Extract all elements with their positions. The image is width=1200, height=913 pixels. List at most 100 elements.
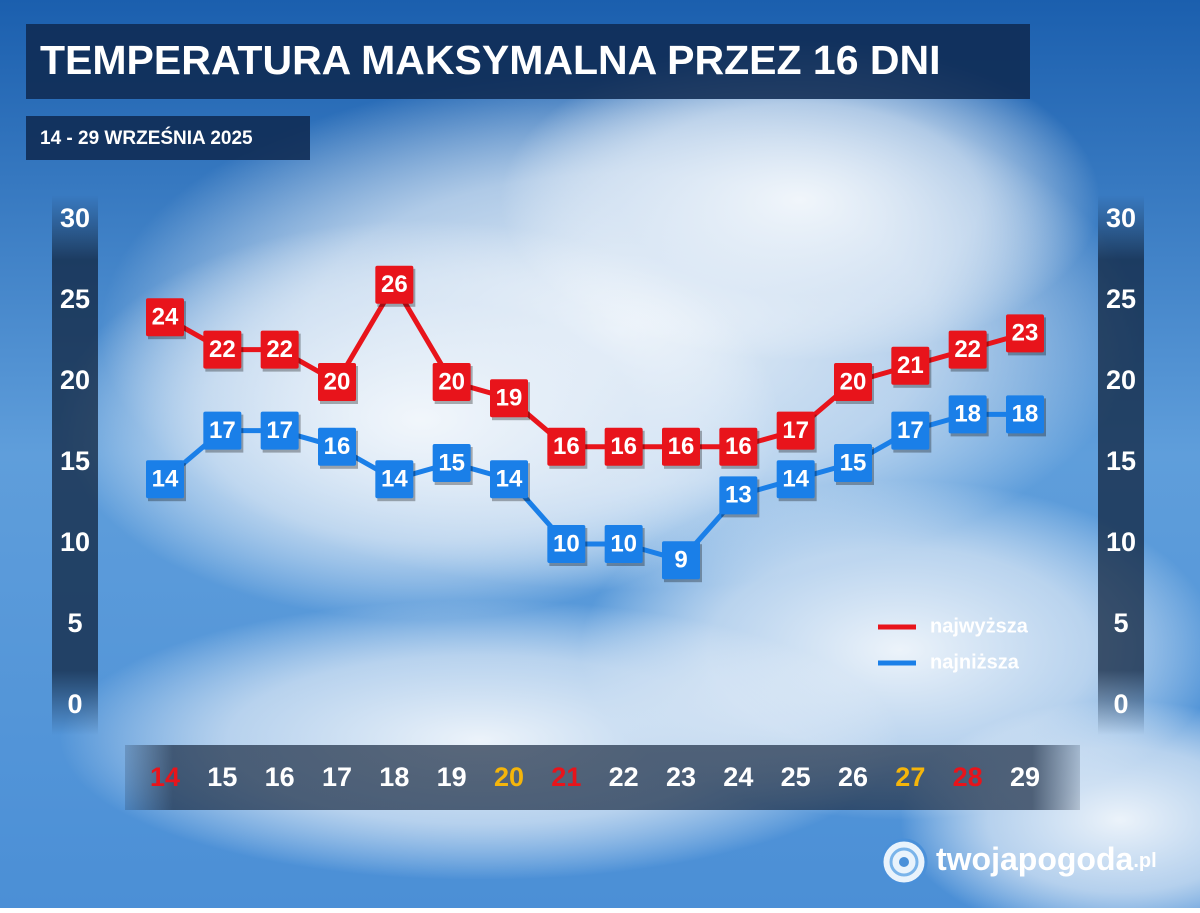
series-line <box>163 282 1026 450</box>
x-tick-label: 27 <box>895 762 925 792</box>
point-box <box>260 330 299 369</box>
y-tick-label: 25 <box>60 284 90 314</box>
point-box <box>719 427 758 466</box>
data-label: 16 <box>668 433 695 460</box>
data-label: 22 <box>209 336 236 363</box>
data-label: 14 <box>496 466 523 493</box>
point-box <box>375 460 414 499</box>
point-box <box>662 427 700 466</box>
y-tick-label: 15 <box>60 446 90 476</box>
brand-suffix: .pl <box>1133 850 1156 872</box>
data-label: 16 <box>610 433 637 460</box>
data-label: 20 <box>324 368 351 395</box>
data-label: 14 <box>381 466 408 493</box>
data-label: 20 <box>840 368 867 395</box>
y2-tick-label: 0 <box>1113 689 1128 719</box>
point-box <box>948 330 987 369</box>
data-label: 23 <box>1012 320 1039 347</box>
chart-subtitle: 14 - 29 WRZEŚNIA 2025 <box>40 127 253 149</box>
point-box <box>719 476 758 515</box>
point-box <box>604 427 643 466</box>
data-label: 18 <box>954 401 981 428</box>
y-axis-strip <box>52 195 98 735</box>
x-tick-label: 15 <box>207 762 237 792</box>
x-tick-label: 26 <box>838 762 868 792</box>
data-label: 13 <box>725 482 752 509</box>
y2-tick-label: 25 <box>1106 284 1136 314</box>
y2-axis-strip <box>1098 195 1144 735</box>
point-box <box>146 298 184 337</box>
title-box <box>26 24 1030 99</box>
data-label: 15 <box>438 449 465 476</box>
data-label: 26 <box>381 271 408 298</box>
point-box <box>318 427 356 466</box>
point-box <box>1006 395 1044 434</box>
data-label: 19 <box>496 385 523 412</box>
x-tick-label: 29 <box>1010 762 1040 792</box>
x-axis-band <box>125 745 1080 810</box>
point-box <box>662 541 700 580</box>
x-tick-label: 28 <box>953 762 983 792</box>
y-tick-label: 10 <box>60 527 90 557</box>
point-box <box>604 525 643 563</box>
legend-label: najwyższa <box>930 615 1029 637</box>
data-label: 14 <box>782 466 809 493</box>
brand: twojapogoda.pl <box>880 838 1157 886</box>
data-label: 17 <box>209 417 236 444</box>
x-tick-label: 17 <box>322 762 352 792</box>
data-label: 15 <box>840 449 867 476</box>
point-box <box>432 444 471 482</box>
point-box <box>203 330 242 369</box>
point-box <box>834 444 872 482</box>
y2-tick-label: 10 <box>1106 527 1136 557</box>
data-label: 14 <box>152 466 179 493</box>
data-label: 16 <box>553 433 580 460</box>
data-label: 16 <box>725 433 752 460</box>
series-line <box>163 411 1025 563</box>
y2-tick-label: 30 <box>1106 203 1136 233</box>
data-label: 17 <box>782 417 809 444</box>
point-box <box>547 427 586 466</box>
data-label: 10 <box>553 530 580 557</box>
point-box <box>375 265 414 304</box>
data-label: 21 <box>897 352 924 379</box>
subtitle-box <box>26 116 310 160</box>
point-box <box>260 411 299 450</box>
brand-name-main: twojapogoda <box>936 841 1134 877</box>
x-tick-label: 19 <box>437 762 467 792</box>
data-label: 20 <box>438 368 465 395</box>
y-tick-label: 20 <box>60 365 90 395</box>
data-label: 10 <box>610 530 637 557</box>
point-box <box>490 379 528 418</box>
data-label: 22 <box>954 336 981 363</box>
brand-name: twojapogoda.pl <box>936 841 1157 877</box>
y2-tick-label: 5 <box>1113 608 1128 638</box>
y2-tick-label: 20 <box>1106 365 1136 395</box>
point-box <box>146 460 184 499</box>
x-tick-label: 16 <box>265 762 295 792</box>
point-box <box>432 363 471 401</box>
data-label: 17 <box>266 417 293 444</box>
data-label: 24 <box>152 304 179 331</box>
point-box <box>776 411 815 450</box>
point-box <box>834 363 872 401</box>
y-tick-label: 5 <box>67 608 82 638</box>
y2-tick-label: 15 <box>1106 446 1136 476</box>
x-tick-label: 21 <box>551 762 581 792</box>
point-box <box>776 460 815 499</box>
point-box <box>891 346 930 385</box>
x-tick-label: 24 <box>723 762 753 792</box>
point-box <box>1006 314 1044 353</box>
x-tick-label: 14 <box>150 762 180 792</box>
point-box <box>203 411 242 450</box>
y-tick-label: 0 <box>67 689 82 719</box>
point-box <box>948 395 987 434</box>
data-label: 17 <box>897 417 924 444</box>
point-box <box>318 363 356 401</box>
data-label: 22 <box>266 336 293 363</box>
x-tick-label: 25 <box>781 762 811 792</box>
chart-title: TEMPERATURA MAKSYMALNA PRZEZ 16 DNI <box>40 37 941 83</box>
x-tick-label: 22 <box>609 762 639 792</box>
point-box <box>891 411 930 450</box>
